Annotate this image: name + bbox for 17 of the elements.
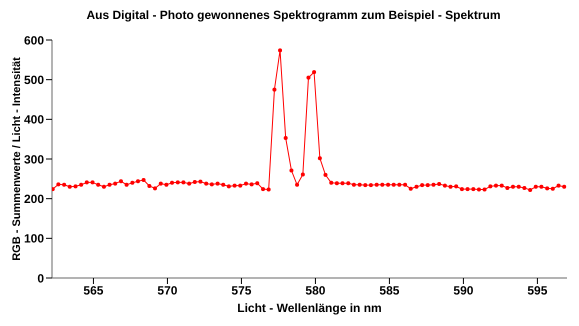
y-tick-label: 0 (37, 271, 44, 286)
x-axis-title: Licht - Wellenlänge in nm (237, 301, 382, 315)
y-tick-label: 100 (24, 232, 44, 246)
x-tick-label: 565 (83, 284, 104, 298)
x-tick-label: 570 (157, 284, 178, 298)
x-tick-label: 580 (305, 284, 326, 298)
y-tick-label: 300 (24, 152, 44, 166)
y-tick-label: 200 (24, 192, 44, 206)
x-tick-label: 575 (231, 284, 252, 298)
y-tick-label: 600 (24, 33, 44, 48)
x-tick-label: 590 (453, 284, 474, 298)
x-tick-label: 595 (527, 284, 548, 298)
y-tick-label: 500 (24, 72, 44, 87)
chart-title: Aus Digital - Photo gewonnenes Spektrogramm zum Beispiel - Spektrum (85, 8, 502, 22)
y-tick-label: 400 (24, 112, 44, 127)
x-tick-label: 585 (379, 284, 400, 298)
y-axis-title: RGB - Summenwerte / Licht - Intensität (10, 56, 23, 261)
